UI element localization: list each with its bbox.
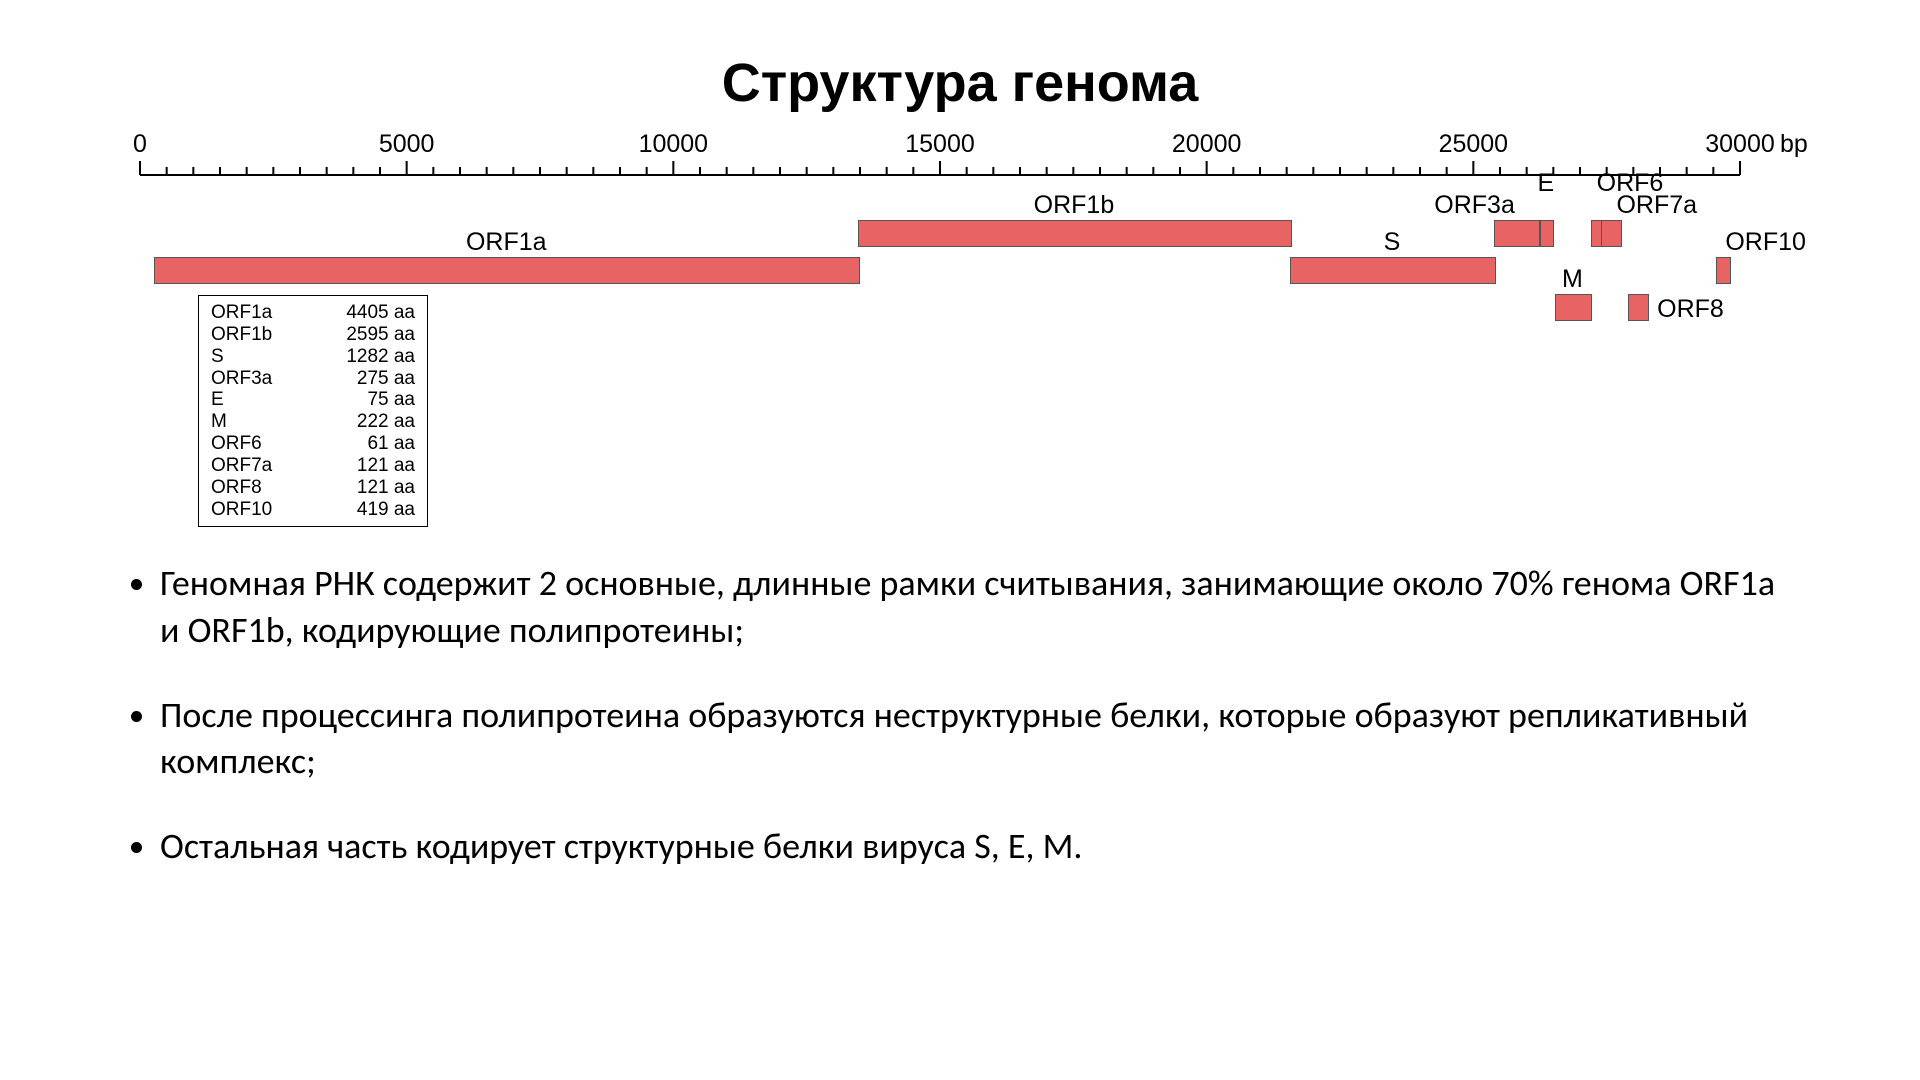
legend-value: 275 aa [357, 368, 415, 390]
legend-row: ORF10 419 aa [211, 499, 415, 521]
legend-row: ORF3a 275 aa [211, 368, 415, 390]
legend-name: ORF8 [211, 477, 262, 499]
gene-label-e: E [1537, 169, 1554, 198]
gene-block-orf3a [1494, 220, 1540, 247]
legend-value: 222 aa [357, 411, 415, 433]
bullet-item: Остальная часть кодирует структурные бел… [160, 823, 1800, 870]
gene-block-s [1290, 257, 1496, 284]
legend-name: ORF1b [211, 324, 272, 346]
legend-name: ORF1a [211, 302, 272, 324]
legend-value: 121 aa [357, 477, 415, 499]
gene-block-orf8 [1628, 294, 1649, 321]
legend-value: 75 aa [367, 389, 415, 411]
gene-label-s: S [1384, 228, 1401, 257]
gene-block-e [1540, 220, 1554, 247]
gene-label-m: M [1562, 265, 1583, 294]
gene-label-orf3a: ORF3a [1434, 191, 1515, 220]
legend-row: ORF7a 121 aa [211, 455, 415, 477]
gene-block-orf10 [1716, 257, 1731, 284]
legend-name: ORF6 [211, 433, 262, 455]
legend-row: ORF8 121 aa [211, 477, 415, 499]
axis-tick-label: 0 [133, 130, 147, 159]
gene-label-orf1a: ORF1a [466, 228, 547, 257]
axis-tick-label: 5000 [379, 130, 435, 159]
legend-name: ORF3a [211, 368, 272, 390]
legend-name: E [211, 389, 224, 411]
axis-tick-label: 30000 [1705, 130, 1775, 159]
gene-block-m [1555, 294, 1593, 321]
gene-block-orf1a [154, 257, 860, 284]
gene-label-orf7a: ORF7a [1616, 191, 1697, 220]
legend-name: M [211, 411, 227, 433]
gene-label-orf10: ORF10 [1725, 228, 1806, 257]
axis-tick-label: 25000 [1439, 130, 1509, 159]
gene-block-orf1b [858, 220, 1291, 247]
axis-tick-label: 10000 [639, 130, 709, 159]
bullet-item: Геномная РНК содержит 2 основные, длинны… [160, 560, 1800, 654]
legend-value: 419 aa [357, 499, 415, 521]
axis-tick-label: 20000 [1172, 130, 1242, 159]
bullet-item: После процессинга полипротеина образуютс… [160, 692, 1800, 786]
legend-name: ORF7a [211, 455, 272, 477]
legend-name: S [211, 346, 224, 368]
gene-label-orf1b: ORF1b [1034, 191, 1115, 220]
gene-label-orf8: ORF8 [1657, 295, 1724, 324]
legend-row: ORF1a 4405 aa [211, 302, 415, 324]
legend-row: S 1282 aa [211, 346, 415, 368]
legend-value: 2595 aa [346, 324, 415, 346]
axis-unit-label: bp [1780, 130, 1808, 159]
legend-row: ORF1b 2595 aa [211, 324, 415, 346]
axis-tick-label: 15000 [905, 130, 975, 159]
gene-block-orf7a [1601, 220, 1622, 247]
legend-row: E 75 aa [211, 389, 415, 411]
legend-value: 4405 aa [346, 302, 415, 324]
legend-value: 121 aa [357, 455, 415, 477]
legend-value: 61 aa [367, 433, 415, 455]
legend-row: ORF6 61 aa [211, 433, 415, 455]
description-bullets: Геномная РНК содержит 2 основные, длинны… [120, 560, 1800, 908]
legend-value: 1282 aa [346, 346, 415, 368]
aa-length-table: ORF1a 4405 aa ORF1b 2595 aa S 1282 aa ORF3a 275… [198, 295, 428, 527]
legend-name: ORF10 [211, 499, 272, 521]
legend-row: M 222 aa [211, 411, 415, 433]
